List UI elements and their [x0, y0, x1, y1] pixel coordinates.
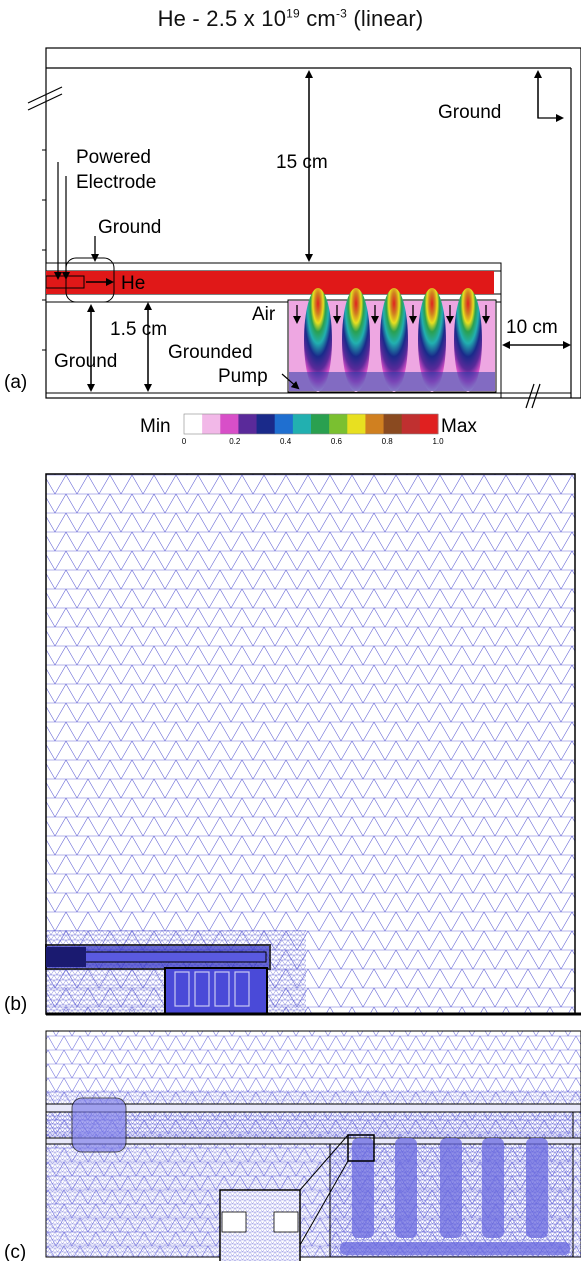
- colorbar-swatch: [292, 414, 312, 434]
- title-prefix: He - 2.5 x 10: [157, 6, 287, 31]
- zoom-electrode: [71, 1097, 127, 1153]
- label-electrode: Electrode: [76, 172, 156, 193]
- ground-right-leader: [537, 72, 564, 122]
- zoom-callout-line-1: [299, 1134, 349, 1191]
- panel-c-letter: (c): [4, 1242, 26, 1261]
- plume-5: [454, 288, 482, 392]
- label-powered: Powered: [76, 147, 151, 168]
- label-grounded: Grounded: [168, 342, 253, 363]
- pump-floor: [289, 372, 495, 391]
- colorbar-swatch: [383, 414, 403, 434]
- panel-a-letter: (a): [4, 372, 27, 393]
- colorbar-swatch: [238, 414, 258, 434]
- colorbar-swatch: [365, 414, 385, 434]
- label-ground-bottom: Ground: [54, 351, 117, 372]
- plume-row: [289, 288, 495, 392]
- zoom-inset-slot-right: [273, 1211, 299, 1233]
- colorbar-ticks: 0 0.2 0.4 0.6 0.8 1.0: [182, 437, 444, 446]
- colorbar-max-label: Max: [441, 416, 477, 437]
- air-flow-arrows: [293, 305, 490, 324]
- colorbar-swatch: [329, 414, 348, 434]
- colorbar-swatch: [202, 414, 221, 434]
- zoom-callout-line-2: [299, 1160, 349, 1246]
- colorbar-swatch: [419, 414, 439, 434]
- powered-electrode: [65, 257, 115, 303]
- zoom-pump-columns: [340, 1138, 570, 1255]
- colorbar-swatch: [220, 414, 239, 434]
- label-15cm: 15 cm: [276, 152, 328, 173]
- colorbar-swatch: [184, 414, 203, 434]
- axis-break-left: [27, 86, 63, 111]
- colorbar-tick-label: 0.2: [229, 437, 241, 446]
- mesh-pump-channels: [174, 971, 250, 1007]
- colorbar-tick-label: 0: [182, 437, 187, 446]
- colorbar-frame: [183, 413, 439, 435]
- helium-channel: [46, 271, 494, 294]
- label-air: Air: [252, 304, 276, 325]
- label-he: He: [121, 273, 145, 294]
- label-10cm: 10 cm: [506, 317, 558, 338]
- label-1-5cm: 1.5 cm: [110, 319, 167, 340]
- label-ground-right: Ground: [438, 102, 501, 123]
- plume-4: [418, 288, 446, 392]
- title-unit: cm: [299, 6, 336, 31]
- colorbar-tick-label: 0.6: [331, 437, 343, 446]
- colorbar-swatch: [256, 414, 276, 434]
- title-exponent-2: -3: [335, 6, 348, 21]
- colorbar-tick-label: 0.8: [382, 437, 394, 446]
- panel-b-mesh: (b): [4, 473, 581, 1016]
- figure-title: He - 2.5 x 1019 cm-3 (linear): [0, 6, 581, 32]
- left-tick-marks: [42, 149, 46, 351]
- colorbar-tick-label: 0.4: [280, 437, 292, 446]
- colorbar-min-label: Min: [140, 416, 171, 437]
- zoom-inset-slot-left: [221, 1211, 247, 1233]
- title-exponent-1: 19: [286, 6, 300, 21]
- zoom-tube-channel: [45, 1111, 574, 1139]
- panel-b-letter: (b): [4, 994, 27, 1015]
- zoom-tube-bottom: [45, 1137, 581, 1145]
- plume-3: [380, 288, 408, 392]
- mesh-electrode: [46, 947, 86, 967]
- panel-c-zoomed-mesh: (c): [4, 1030, 581, 1261]
- colorbar-swatch: [401, 414, 421, 434]
- title-suffix: (linear): [347, 6, 424, 31]
- mesh-pump: [164, 967, 268, 1015]
- colorbar-swatch: [347, 414, 366, 434]
- colorbar-tick-label: 1.0: [432, 437, 444, 446]
- colorbar-swatch: [311, 414, 330, 434]
- axis-break-bottom: [525, 383, 541, 409]
- colorbar: [183, 413, 439, 435]
- panel-a-schematic: Powered Electrode Ground Ground He Air 1…: [4, 47, 581, 446]
- colorbar-swatch: [274, 414, 294, 434]
- label-pump: Pump: [218, 366, 268, 387]
- plume-1: [304, 288, 332, 392]
- plume-2: [342, 288, 370, 392]
- pump-leader: [281, 373, 300, 390]
- zoom-source-box: [347, 1134, 375, 1162]
- label-ground-top: Ground: [98, 217, 161, 238]
